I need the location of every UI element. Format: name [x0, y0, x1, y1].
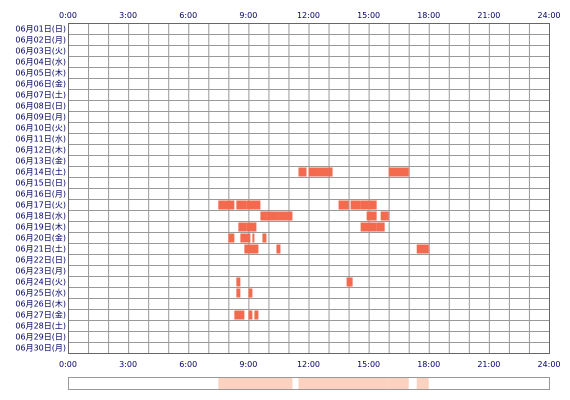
row-label: 06月27日(金)	[15, 310, 66, 320]
activity-bar	[360, 222, 377, 232]
activity-bar	[236, 288, 241, 298]
activity-bar	[234, 310, 245, 320]
bottom-axis-ticks: 0:00 3:00 6:00 9:00 12:00 15:00 18:00 21:00 24:0…	[59, 360, 561, 369]
row-label: 06月24日(火)	[15, 278, 66, 287]
row-label: 06月01日(日)	[15, 25, 66, 34]
activity-bar	[298, 167, 307, 177]
row-label: 06月15日(日)	[15, 179, 66, 188]
activity-bar	[318, 167, 333, 177]
row-label: 06月09日(月)	[15, 113, 66, 122]
row-label: 06月16日(月)	[15, 190, 66, 199]
top-tick-label: 15:00	[357, 11, 380, 20]
row-label: 06月23日(月)	[15, 267, 66, 276]
activity-bar	[240, 233, 251, 243]
row-label: 06月12日(木)	[15, 145, 66, 155]
summary-strip	[68, 377, 550, 390]
summary-strip-segment	[388, 378, 409, 389]
activity-bar	[236, 200, 247, 210]
bottom-tick-label: 12:00	[297, 360, 320, 369]
activity-bar	[236, 277, 241, 287]
top-tick-label: 21:00	[477, 11, 500, 20]
row-label: 06月18日(水)	[15, 211, 66, 221]
activity-bar	[246, 200, 261, 210]
row-label: 06月02日(月)	[15, 36, 66, 45]
row-label: 06月07日(土)	[15, 90, 66, 100]
top-tick-label: 3:00	[119, 11, 137, 20]
row-label: 06月08日(日)	[15, 102, 66, 111]
activity-bar	[246, 222, 257, 232]
activity-bar	[276, 244, 281, 254]
row-label: 06月14日(土)	[15, 167, 66, 177]
chart-bars	[218, 167, 429, 320]
top-tick-label: 12:00	[297, 11, 320, 20]
row-label: 06月22日(日)	[15, 256, 66, 265]
row-label: 06月21日(土)	[15, 244, 66, 254]
top-tick-label: 24:00	[537, 11, 560, 20]
activity-bar	[308, 167, 319, 177]
activity-bar	[366, 211, 377, 221]
row-labels: 06月01日(日)06月02日(月)06月03日(火)06月04日(水)06月0…	[15, 25, 66, 353]
summary-strip-segment	[298, 378, 389, 389]
row-label: 06月10日(火)	[15, 124, 66, 133]
summary-strip-segment	[416, 378, 429, 389]
bottom-tick-label: 24:00	[537, 360, 560, 369]
activity-bar	[380, 211, 389, 221]
bottom-tick-label: 18:00	[417, 360, 440, 369]
top-tick-label: 18:00	[417, 11, 440, 20]
row-label: 06月05日(木)	[15, 68, 66, 78]
activity-bar	[260, 211, 279, 221]
activity-bar	[416, 244, 429, 254]
activity-bar	[218, 200, 235, 210]
row-label: 06月20日(金)	[15, 233, 66, 243]
activity-bar	[360, 200, 369, 210]
activity-bar	[368, 200, 377, 210]
activity-bar	[244, 244, 259, 254]
activity-bar	[338, 200, 349, 210]
bottom-tick-label: 3:00	[119, 360, 137, 369]
bottom-tick-label: 15:00	[357, 360, 380, 369]
activity-bar	[248, 310, 253, 320]
row-label: 06月03日(火)	[15, 47, 66, 56]
activity-bar	[228, 233, 235, 243]
top-axis-ticks: 0:00 3:00 6:00 9:00 12:00 15:00 18:00 21:00 24:0…	[59, 11, 561, 20]
activity-bar	[262, 233, 267, 243]
chart-grid	[68, 23, 550, 354]
row-label: 06月25日(水)	[15, 288, 66, 298]
activity-bar	[350, 200, 361, 210]
row-label: 06月06日(金)	[15, 79, 66, 89]
row-label: 06月17日(火)	[15, 201, 66, 210]
bottom-tick-label: 21:00	[477, 360, 500, 369]
row-label: 06月04日(水)	[15, 57, 66, 67]
bottom-tick-label: 6:00	[179, 360, 197, 369]
row-label: 06月26日(木)	[15, 299, 66, 309]
top-tick-label: 9:00	[239, 11, 257, 20]
top-tick-label: 6:00	[179, 11, 197, 20]
bottom-tick-label: 9:00	[239, 360, 257, 369]
activity-bar	[346, 277, 353, 287]
row-label: 06月29日(日)	[15, 333, 66, 342]
row-label: 06月28日(土)	[15, 321, 66, 331]
activity-bar	[376, 222, 385, 232]
activity-bar	[388, 167, 409, 177]
activity-bar	[252, 233, 255, 243]
row-label: 06月11日(水)	[15, 134, 66, 144]
plot-border	[68, 23, 550, 354]
row-label: 06月13日(金)	[15, 156, 66, 166]
activity-bar	[278, 211, 293, 221]
activity-bar	[254, 310, 259, 320]
top-tick-label: 0:00	[59, 11, 77, 20]
bottom-tick-label: 0:00	[59, 360, 77, 369]
summary-strip-segment	[218, 378, 293, 389]
activity-bar	[238, 222, 247, 232]
row-label: 06月19日(木)	[15, 222, 66, 232]
activity-bar	[248, 288, 253, 298]
row-label: 06月30日(月)	[15, 344, 66, 353]
